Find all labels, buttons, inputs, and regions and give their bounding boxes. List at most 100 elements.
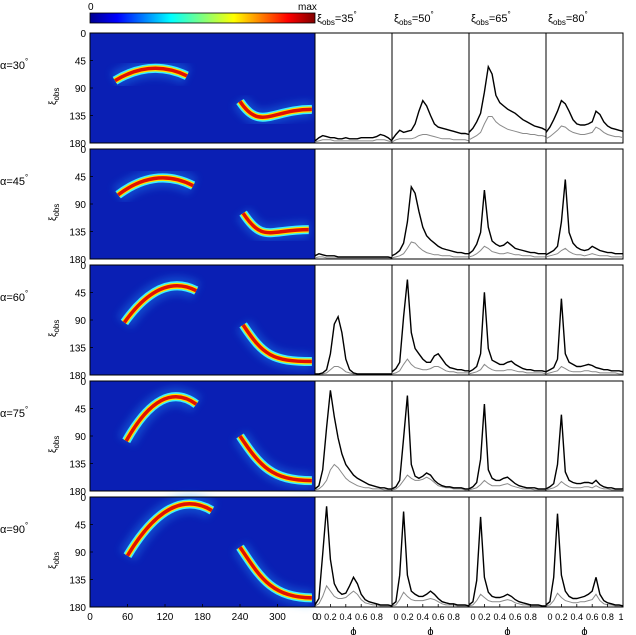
profile-panel-4-3 [545,496,624,608]
profile-x-axis-label: ϕ [504,626,510,635]
row-label-deg: ° [25,57,28,66]
profile-line-light [468,363,547,375]
column-headers: ξobs=35° ξobs=50° ξobs=65° ξobs=80° [317,10,588,27]
profile-x-axis-label: ϕ [350,626,356,635]
profile-panel-3-0 [314,380,393,492]
heatmap-y-tick-label: 135 [69,576,86,587]
profile-panel-4-2 [468,496,547,608]
profile-line-light [314,463,392,491]
profile-x-tick-label: 0.2 [555,612,568,622]
heatmap-y-tick-label: 180 [69,487,86,498]
profile-line-dark [315,314,392,375]
heatmap-arc-peak [241,212,309,235]
heatmap-panel-0: 0 45 90 135 180 ξobs [48,29,316,150]
profile-x-tick-label-end: 1 [618,612,623,622]
row-label-alpha: α [0,408,7,420]
row-label-val: =45 [6,176,25,188]
heatmap-x-tick-label: 240 [232,612,249,623]
profile-x-tick-label: 0.6 [355,612,368,622]
colorbar-max-label: max [298,2,317,13]
profile-line-light [545,480,623,491]
colorbar-gradient [89,12,316,24]
heatmap-y-tick-label: 90 [75,200,87,211]
profile-line-light [314,139,393,143]
profile-x-tick-label: 0.2 [324,612,337,622]
profile-line-dark [468,516,546,607]
profile-frame [545,32,624,144]
heatmap-y-axis-label: ξobs [48,552,61,569]
heatmap-y-tick-label: 45 [75,173,87,184]
column-header-deg: ° [508,10,511,19]
colorbar: 0 max [88,2,317,24]
heatmap-background [90,33,315,143]
profile-line-light [391,474,469,491]
heatmap-arc-peak [238,435,312,483]
column-header-deg: ° [585,10,588,19]
profile-x-tick-label: 0.6 [432,612,445,622]
heatmap-y-tick-label: 45 [75,289,87,300]
row-label-3: α=75° [0,405,28,420]
profile-line-light [468,593,546,607]
row-label-4: α=90° [0,521,28,536]
y-axis-label-var: ξ [48,216,59,221]
profile-frame [468,380,547,492]
profile-x-tick-label: 0.8 [601,612,614,622]
profile-frame [314,264,393,376]
profile-x-tick-label: 0.8 [370,612,383,622]
profile-panel-2-3 [545,264,624,376]
profile-line-light [545,125,624,140]
heatmap-arc-peak [238,546,312,600]
heatmap-y-axis-label: ξobs [48,436,61,453]
heatmap-y-axis-label: ξobs [48,88,61,105]
heatmap-y-tick-label: 0 [80,377,86,388]
profile-frame [545,380,624,492]
heatmap-x-tick-label: 180 [194,612,211,623]
profile-x-axis-label: ϕ [581,626,587,635]
y-axis-label-sub: obs [52,204,61,217]
column-header-var: ξ [548,13,553,25]
profile-line-light [468,116,547,141]
heatmap-y-tick-label: 90 [75,432,87,443]
profile-panel-4-0 [314,496,393,608]
heatmap-y-axis-label: ξobs [48,320,61,337]
profile-line-light [545,365,623,375]
column-header-val: =80 [566,13,585,25]
profile-line-dark [545,513,624,607]
row-label-deg: ° [25,405,28,414]
row-label-0: α=30° [0,57,28,72]
profile-x-tick-label: 0 [470,612,475,622]
profile-line-light [314,256,392,259]
profile-line-dark [314,133,393,142]
profile-line-dark [468,292,547,373]
profile-panel-3-3 [545,380,624,492]
heatmap-x-tick-label: 0 [87,612,93,623]
profile-frame [545,496,624,608]
row-label-deg: ° [25,173,28,182]
heatmap-y-tick-label: 180 [69,603,86,614]
profile-frame [314,148,393,260]
profile-x-tick-label: 0.4 [494,612,507,622]
profile-line-dark [391,279,469,373]
y-axis-label-var: ξ [48,332,59,337]
column-header-deg: ° [354,10,357,19]
profile-line-dark [545,414,623,490]
profile-panel-0-1 [391,32,470,144]
column-header-sub: obs [399,18,412,27]
heatmap-arc-peak [238,100,312,119]
profile-x-tick-label: 0.6 [586,612,599,622]
y-axis-label-sub: obs [52,436,61,449]
heatmap-arc-peak [124,395,198,442]
profile-panel-2-2 [468,264,547,376]
profile-line-dark [468,64,547,133]
y-axis-label-sub: obs [52,552,61,565]
profile-panel-1-2 [468,148,547,260]
profile-x-axis-label: ϕ [427,626,433,635]
column-header-2: ξobs=65° [471,10,511,27]
profile-panel-3-2 [468,380,547,492]
profile-line-dark [314,390,392,490]
heatmap-panel-1: 0 45 90 135 180 ξobs [48,145,316,266]
row-label-alpha: α [0,176,7,188]
profile-panel-1-1 [391,148,470,260]
profile-panel-2-1 [391,264,470,376]
column-header-val: =35 [335,13,354,25]
